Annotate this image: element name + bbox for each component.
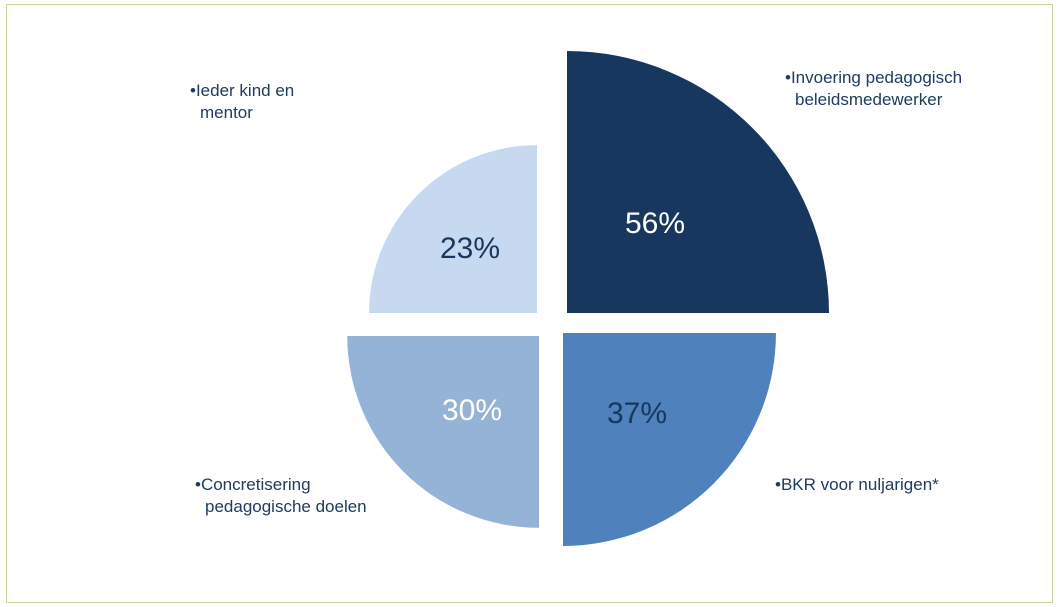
pie-slice-4 (369, 145, 537, 313)
slice-value-label-1: 56% (625, 207, 685, 240)
pie-slice-1 (567, 51, 829, 313)
slice-category-label-1: •Invoering pedagogisch beleidsmedewerker (785, 68, 962, 109)
slice-category-label-3: •Concretisering pedagogische doelen (195, 475, 367, 516)
pie-slice-2 (563, 333, 776, 546)
pie-slice-3 (347, 336, 539, 528)
slice-value-label-3: 30% (442, 394, 502, 427)
slice-category-label-4: •Ieder kind en mentor (190, 81, 294, 122)
slice-category-label-2: •BKR voor nuljarigen* (775, 475, 939, 494)
slice-value-label-4: 23% (440, 232, 500, 265)
slice-value-label-2: 37% (607, 397, 667, 430)
